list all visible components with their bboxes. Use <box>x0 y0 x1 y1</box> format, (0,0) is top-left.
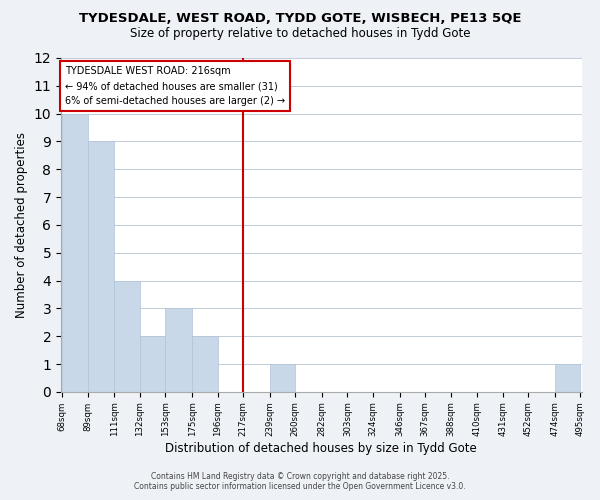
X-axis label: Distribution of detached houses by size in Tydd Gote: Distribution of detached houses by size … <box>166 442 477 455</box>
Bar <box>270 364 295 392</box>
Bar <box>88 142 115 392</box>
Text: TYDESDALE WEST ROAD: 216sqm
← 94% of detached houses are smaller (31)
6% of semi: TYDESDALE WEST ROAD: 216sqm ← 94% of det… <box>65 66 285 106</box>
Text: Contains HM Land Registry data © Crown copyright and database right 2025.
Contai: Contains HM Land Registry data © Crown c… <box>134 472 466 491</box>
Text: Size of property relative to detached houses in Tydd Gote: Size of property relative to detached ho… <box>130 28 470 40</box>
Bar <box>166 308 192 392</box>
Y-axis label: Number of detached properties: Number of detached properties <box>15 132 28 318</box>
Bar <box>192 336 218 392</box>
Bar <box>115 280 140 392</box>
Bar <box>62 114 88 392</box>
Bar <box>140 336 166 392</box>
Text: TYDESDALE, WEST ROAD, TYDD GOTE, WISBECH, PE13 5QE: TYDESDALE, WEST ROAD, TYDD GOTE, WISBECH… <box>79 12 521 26</box>
Bar <box>555 364 580 392</box>
